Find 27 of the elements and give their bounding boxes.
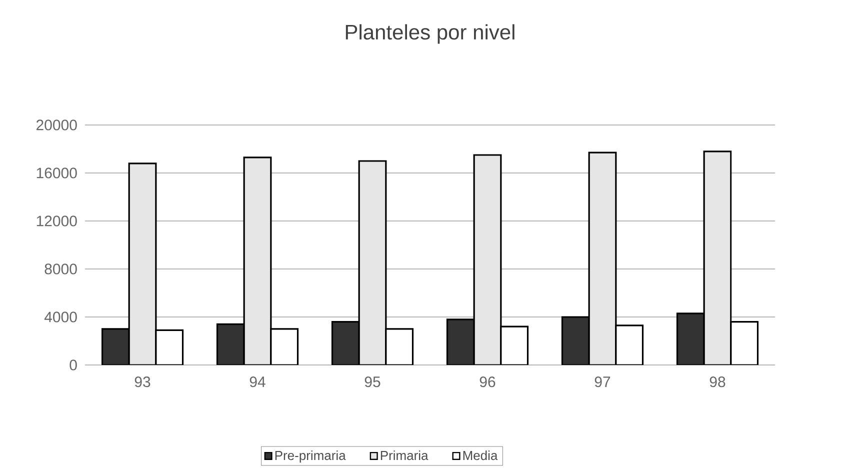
legend-label: Pre-primaria xyxy=(275,450,346,463)
bar xyxy=(447,319,474,365)
y-tick-label: 16000 xyxy=(36,168,77,178)
bar xyxy=(332,322,360,365)
bar xyxy=(102,328,130,365)
y-tick-label: 20000 xyxy=(36,120,77,130)
y-tick-label: 8000 xyxy=(44,264,77,274)
legend-label: Primaria xyxy=(380,450,428,460)
x-tick-label: 98 xyxy=(710,376,726,388)
chart-title: Planteles por nivel xyxy=(346,24,514,44)
y-tick-label: 4000 xyxy=(44,312,77,322)
legend-label: Media xyxy=(463,450,498,460)
bar xyxy=(589,152,616,365)
x-tick-label: 95 xyxy=(364,376,380,388)
bar xyxy=(217,324,244,365)
x-tick-label: 93 xyxy=(134,376,150,388)
y-tick-label: 0 xyxy=(70,360,77,370)
x-tick-label: 96 xyxy=(480,376,496,388)
bar xyxy=(244,157,271,365)
bar xyxy=(562,316,590,365)
bar xyxy=(129,163,156,365)
y-tick-label: 12000 xyxy=(36,216,77,226)
bar xyxy=(676,312,705,365)
x-tick-label: 94 xyxy=(250,376,266,388)
bar xyxy=(359,160,386,365)
bar xyxy=(474,154,501,365)
x-tick-label: 97 xyxy=(594,376,610,388)
